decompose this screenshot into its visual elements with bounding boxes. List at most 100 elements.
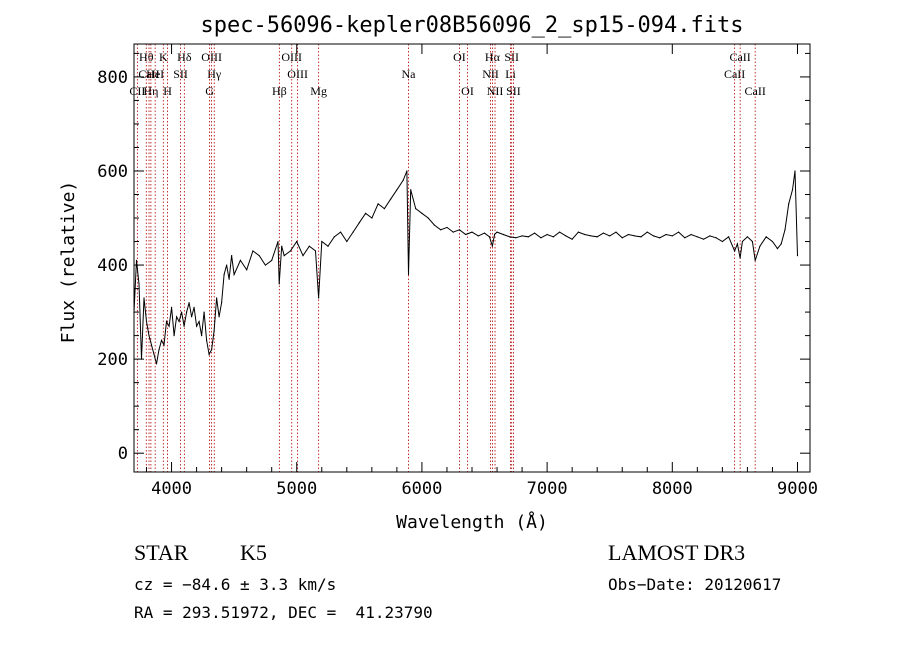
y-tick-label: 200 <box>97 350 128 370</box>
spectral-subclass: K5 <box>240 540 267 565</box>
data-point <box>358 222 360 224</box>
spectral-class: STAR <box>134 540 189 565</box>
axes: 4000 5000 6000 7000 8000 9000 0 200 400 600 800 <box>97 44 818 499</box>
data-point <box>771 240 774 243</box>
x-tick-label: 8000 <box>652 479 693 499</box>
line-marker-label: Li <box>505 67 516 81</box>
data-point <box>427 217 429 219</box>
y-tick-label: 600 <box>97 162 128 182</box>
data-point <box>784 229 786 231</box>
x-tick-label: 4000 <box>151 479 192 499</box>
data-point <box>228 278 230 280</box>
data-point <box>390 198 392 200</box>
data-point <box>383 208 385 210</box>
data-point <box>318 297 320 299</box>
data-point <box>233 273 235 276</box>
data-point <box>190 316 193 318</box>
data-point <box>791 189 794 191</box>
data-point <box>765 236 767 238</box>
y-tick-label: 800 <box>97 68 128 88</box>
data-point <box>728 236 730 238</box>
data-point <box>754 259 756 261</box>
y-tick-label: 400 <box>97 256 128 276</box>
line-marker-label: Mg <box>310 84 327 98</box>
data-point <box>709 235 711 237</box>
data-point <box>208 353 210 356</box>
line-marker-label: CII <box>129 84 145 98</box>
data-point <box>201 335 203 337</box>
x-tick-label: 7000 <box>527 479 568 499</box>
data-point <box>684 237 686 239</box>
data-point <box>296 240 298 243</box>
data-point <box>646 231 648 233</box>
data-point <box>221 302 223 304</box>
data-point <box>258 255 260 257</box>
data-point <box>502 233 504 236</box>
data-point <box>175 316 178 318</box>
data-point <box>377 203 379 205</box>
data-point <box>665 233 667 236</box>
data-point <box>402 179 404 181</box>
spectrum-line <box>133 170 798 364</box>
data-point <box>458 229 461 231</box>
data-point <box>223 273 225 276</box>
data-point <box>239 259 242 261</box>
data-point <box>195 325 198 327</box>
data-point <box>446 226 448 229</box>
data-point <box>715 237 717 239</box>
line-marker-label: OIII <box>201 50 222 64</box>
data-point <box>178 320 180 323</box>
line-marker-label: Hβ <box>272 84 287 98</box>
data-point <box>160 339 163 341</box>
line-marker-label: OIII <box>287 67 308 81</box>
data-point <box>634 235 636 237</box>
data-point <box>493 233 496 236</box>
data-point <box>571 238 573 240</box>
spectrum-series <box>133 170 799 365</box>
data-point <box>226 264 228 266</box>
data-point <box>627 233 630 236</box>
data-point <box>690 233 692 236</box>
chart-title: spec-56096-kepler08B56096_2_sp15-094.fit… <box>200 13 743 38</box>
line-marker-label: SII <box>506 84 521 98</box>
data-point <box>602 232 605 234</box>
data-point <box>193 306 195 308</box>
data-point <box>496 231 498 233</box>
data-point <box>615 231 617 233</box>
data-point <box>246 269 248 271</box>
data-point <box>396 189 398 191</box>
data-point <box>515 237 517 239</box>
line-marker-label: K <box>159 50 168 64</box>
line-marker-label: G <box>205 84 214 98</box>
data-point <box>440 229 442 231</box>
line-marker-label: Hα <box>485 50 501 64</box>
data-point <box>746 236 749 238</box>
data-point <box>406 170 408 172</box>
data-point <box>364 212 367 214</box>
data-point <box>508 236 511 238</box>
data-point <box>148 335 150 337</box>
data-point <box>211 349 213 351</box>
data-point <box>271 259 273 261</box>
data-point <box>736 243 738 245</box>
line-marker-label: OI <box>461 84 474 98</box>
data-point <box>206 339 208 341</box>
data-point <box>452 231 454 233</box>
data-point <box>721 240 723 243</box>
data-point <box>264 264 267 266</box>
data-point <box>180 311 183 313</box>
data-point <box>465 233 467 236</box>
y-axis-label: Flux (relative) <box>58 181 79 344</box>
data-point <box>609 235 611 237</box>
line-marker-label: Hη <box>143 84 158 98</box>
x-tick-label: 5000 <box>276 479 317 499</box>
data-point <box>477 235 479 237</box>
data-point <box>421 212 423 214</box>
sky-coordinates: RA = 293.51972, DEC = 41.23790 <box>134 603 433 622</box>
data-point <box>533 232 536 234</box>
line-marker-label: Hγ <box>207 67 222 81</box>
data-point <box>333 236 335 238</box>
observation-date: Obs−Date: 20120617 <box>608 575 782 594</box>
line-marker-label: Hθ <box>139 50 154 64</box>
